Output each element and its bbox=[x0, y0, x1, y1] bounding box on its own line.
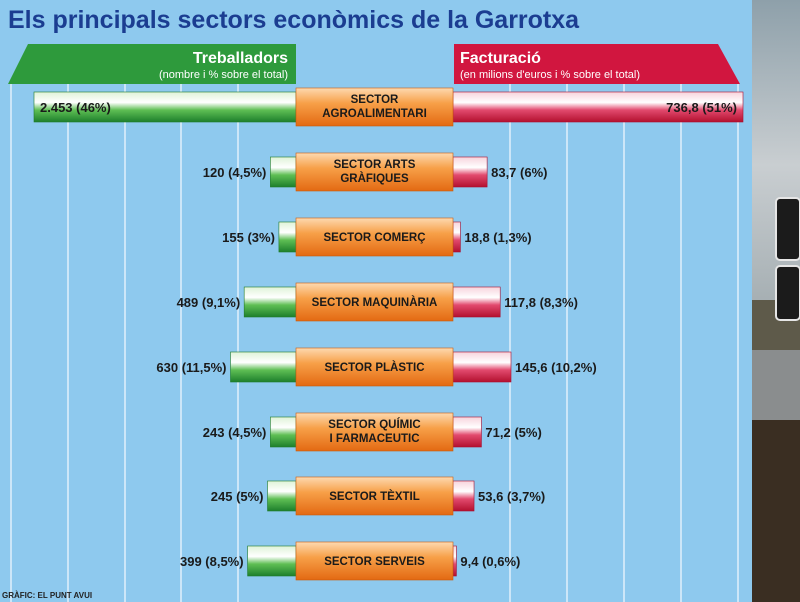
sector-label-box bbox=[295, 217, 454, 257]
gridlines bbox=[10, 84, 739, 602]
sector-label: SECTOR PLÀSTIC bbox=[324, 361, 424, 374]
left-header-band bbox=[8, 44, 296, 84]
bar-facturacio bbox=[452, 416, 482, 448]
left-header-title: Treballadors bbox=[193, 50, 288, 67]
value-label-treballadors: 120 (4,5%) bbox=[203, 165, 267, 180]
sector-label-box bbox=[295, 87, 454, 127]
value-label-facturacio: 117,8 (8,3%) bbox=[504, 295, 578, 310]
sector-label: SECTOR SERVEIS bbox=[324, 556, 425, 568]
sector-row: SECTOR AGROALIMENTARI 2.453 (46%) 736,8 (51… bbox=[33, 87, 744, 127]
sector-row: SECTOR COMERÇ 155 (3%) 18,8 (1,3%) bbox=[222, 217, 532, 257]
left-header-subtitle: (nombre i % sobre el total) bbox=[159, 69, 288, 81]
sector-row: SECTOR QUÍMIC I FARMACEUTIC 243 (4,5%) 71,2… bbox=[203, 412, 542, 452]
background-photo-strip bbox=[752, 0, 800, 602]
right-header-title: Facturació bbox=[460, 50, 541, 67]
right-header-band bbox=[454, 44, 740, 84]
value-label-facturacio: 53,6 (3,7%) bbox=[478, 489, 545, 504]
bar-treballadors bbox=[33, 91, 297, 123]
value-label-treballadors: 399 (8,5%) bbox=[180, 554, 244, 569]
sector-label-box bbox=[295, 282, 454, 322]
value-label-facturacio: 145,6 (10,2%) bbox=[515, 360, 597, 375]
sector-row: SECTOR TÈXTIL 245 (5%) 53,6 (3,7%) bbox=[211, 476, 545, 516]
right-header-subtitle: (en milions d'euros i % sobre el total) bbox=[460, 69, 640, 81]
sector-row: SECTOR MAQUINÀRIA 489 (9,1%) 117,8 (8,3%) bbox=[177, 282, 578, 322]
bar-treballadors bbox=[267, 480, 297, 512]
bar-treballadors bbox=[247, 545, 297, 577]
bar-facturacio bbox=[452, 545, 457, 577]
sector-label-box bbox=[295, 152, 454, 192]
sector-label: SECTOR bbox=[351, 94, 399, 106]
road-sign-2 bbox=[775, 265, 800, 321]
chart-rows: SECTOR AGROALIMENTARI 2.453 (46%) 736,8 (51… bbox=[33, 87, 744, 581]
value-label-treballadors: 489 (9,1%) bbox=[177, 295, 241, 310]
bar-facturacio bbox=[452, 351, 512, 383]
sector-label: SECTOR MAQUINÀRIA bbox=[312, 296, 438, 309]
bar-facturacio bbox=[452, 286, 501, 318]
sector-row: SECTOR SERVEIS 399 (8,5%) 9,4 (0,6%) bbox=[180, 541, 520, 581]
sector-label: SECTOR ARTS bbox=[334, 159, 416, 171]
value-label-facturacio: 9,4 (0,6%) bbox=[460, 554, 520, 569]
sector-label: AGROALIMENTARI bbox=[322, 108, 427, 120]
sector-label: SECTOR TÈXTIL bbox=[329, 490, 420, 503]
chart-title: Els principals sectors econòmics de la G… bbox=[8, 6, 580, 34]
bar-facturacio bbox=[452, 91, 744, 123]
sector-label-box bbox=[295, 412, 454, 452]
value-label-treballadors: 2.453 (46%) bbox=[40, 100, 111, 115]
bar-treballadors bbox=[278, 221, 297, 253]
value-label-treballadors: 243 (4,5%) bbox=[203, 425, 267, 440]
sector-label: SECTOR QUÍMIC bbox=[328, 418, 420, 431]
bar-treballadors bbox=[243, 286, 297, 318]
value-label-facturacio: 18,8 (1,3%) bbox=[464, 230, 531, 245]
bar-facturacio bbox=[452, 480, 475, 512]
value-label-facturacio: 71,2 (5%) bbox=[485, 425, 541, 440]
sector-label-box bbox=[295, 347, 454, 387]
sector-label-box bbox=[295, 476, 454, 516]
bar-facturacio bbox=[452, 221, 461, 253]
photo-ground bbox=[752, 420, 800, 602]
value-label-facturacio: 83,7 (6%) bbox=[491, 165, 547, 180]
road-sign-1 bbox=[775, 197, 800, 261]
sector-label-box bbox=[295, 541, 454, 581]
source-credit: GRÀFIC: EL PUNT AVUI bbox=[2, 591, 92, 600]
value-label-facturacio: 736,8 (51%) bbox=[666, 100, 737, 115]
bar-treballadors bbox=[270, 156, 297, 188]
value-label-treballadors: 155 (3%) bbox=[222, 230, 275, 245]
bar-treballadors bbox=[270, 416, 297, 448]
sector-label: GRÀFIQUES bbox=[340, 172, 409, 185]
sector-label: I FARMACEUTIC bbox=[329, 433, 419, 445]
bar-treballadors bbox=[230, 351, 297, 383]
bar-facturacio bbox=[452, 156, 488, 188]
value-label-treballadors: 245 (5%) bbox=[211, 489, 264, 504]
photo-road bbox=[752, 350, 800, 420]
value-label-treballadors: 630 (11,5%) bbox=[156, 360, 226, 375]
sector-row: SECTOR PLÀSTIC 630 (11,5%) 145,6 (10,2%) bbox=[156, 347, 597, 387]
sector-label: SECTOR COMERÇ bbox=[323, 232, 425, 244]
